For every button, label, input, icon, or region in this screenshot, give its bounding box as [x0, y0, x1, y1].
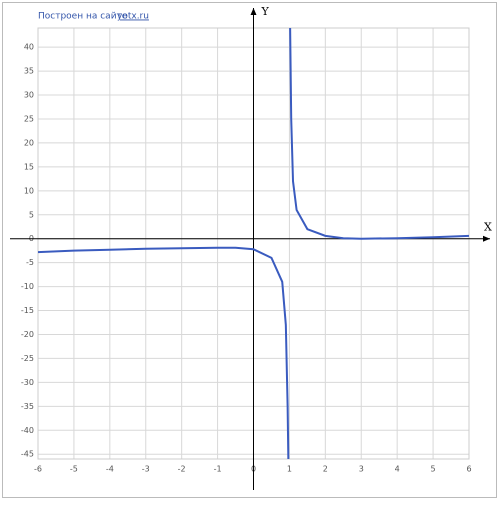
y-tick-label: 35 — [24, 67, 34, 76]
x-tick-label: 4 — [395, 465, 400, 474]
y-axis-label: Y — [261, 5, 270, 18]
y-tick-label: 15 — [24, 162, 34, 171]
y-tick-label: -25 — [21, 354, 34, 363]
credit-text: Построен на сайте — [38, 12, 128, 22]
y-tick-label: -10 — [21, 282, 34, 291]
y-tick-label: -20 — [21, 330, 34, 339]
x-tick-label: -4 — [106, 465, 114, 474]
y-tick-label: -45 — [21, 450, 34, 459]
x-tick-label: 6 — [466, 465, 471, 474]
credit-link[interactable]: yotx.ru — [117, 12, 149, 22]
y-tick-label: 25 — [24, 114, 34, 123]
y-tick-label: 20 — [24, 138, 34, 147]
y-tick-label: 30 — [24, 91, 34, 100]
x-tick-label: 2 — [323, 465, 328, 474]
x-tick-label: -6 — [34, 465, 42, 474]
x-arrow — [483, 235, 490, 242]
y-tick-label: 40 — [24, 43, 34, 52]
x-tick-label: 3 — [359, 465, 364, 474]
x-tick-label: 5 — [431, 465, 436, 474]
x-tick-label: -2 — [178, 465, 186, 474]
y-tick-label: -40 — [21, 426, 34, 435]
y-tick-label: -15 — [21, 306, 34, 315]
x-axis-label: X — [484, 221, 492, 234]
y-arrow — [250, 8, 257, 15]
y-tick-label: -5 — [26, 258, 34, 267]
y-tick-label: -30 — [21, 378, 34, 387]
x-tick-label: -5 — [70, 465, 78, 474]
y-tick-label: -35 — [21, 402, 34, 411]
function-curve — [38, 28, 469, 459]
x-tick-label: 1 — [287, 465, 292, 474]
x-tick-label: -3 — [142, 465, 150, 474]
y-tick-label: 5 — [29, 210, 34, 219]
y-tick-label: 10 — [24, 186, 34, 195]
x-tick-label: -1 — [214, 465, 222, 474]
